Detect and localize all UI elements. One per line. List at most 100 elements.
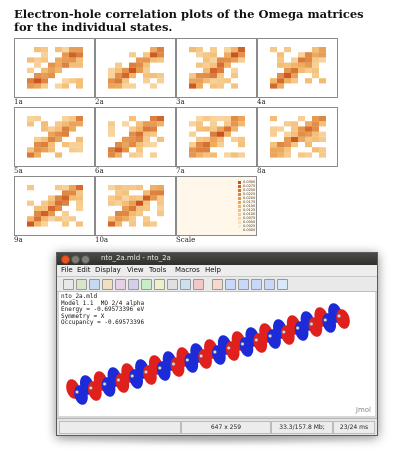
heatmap-cell: [41, 216, 48, 222]
heatmap-cell: [305, 121, 312, 127]
heatmap-cell: [189, 131, 196, 137]
menu-help[interactable]: Help: [205, 266, 221, 274]
scale-swatch: [238, 196, 241, 200]
heatmap-cell: [277, 83, 284, 89]
heatmap-cell: [150, 121, 157, 127]
heatmap-cell: [319, 136, 326, 142]
thumbnail-caption: 9a: [14, 236, 23, 244]
scale-value: 0.0200: [243, 196, 256, 200]
heatmap-cell: [150, 142, 157, 148]
thumbnail-caption: 10a: [95, 236, 109, 244]
next-frame-icon[interactable]: [251, 279, 262, 290]
heatmap-cell: [210, 83, 217, 89]
heatmap-cell: [291, 121, 298, 127]
pick-icon[interactable]: [102, 279, 113, 290]
heatmap-cell: [217, 116, 224, 122]
heatmap-cell: [210, 126, 217, 132]
heatmap-cell: [115, 83, 122, 89]
cancel-icon[interactable]: [193, 279, 204, 290]
heatmap-cell: [122, 205, 129, 211]
scale-swatch: [238, 184, 241, 188]
heatmap-cell: [62, 83, 69, 89]
heatmap-cell: [157, 47, 164, 53]
scale-swatch: [238, 204, 241, 208]
heatmap-cell: [108, 67, 115, 73]
heatmap-cell: [277, 52, 284, 58]
heatmap-cell: [62, 190, 69, 196]
prev-frame-icon[interactable]: [238, 279, 249, 290]
thumbnail-scale: 0.0300 0.0275 0.0250 0.0225 0.0200 0.0175 0.01…: [176, 176, 257, 236]
heatmap-cell: [298, 131, 305, 137]
menu-view[interactable]: View: [127, 266, 144, 274]
edit-icon[interactable]: [167, 279, 178, 290]
heatmap-cell: [27, 216, 34, 222]
select-icon[interactable]: [141, 279, 152, 290]
toolbar: [57, 277, 377, 292]
heatmap-cell: [143, 67, 150, 73]
scale-value: 0.0150: [243, 204, 256, 208]
script-icon[interactable]: [115, 279, 126, 290]
spin-icon[interactable]: [180, 279, 191, 290]
heatmap-cell: [69, 195, 76, 201]
status-memory: 33.3/157.8 Mb;: [271, 421, 333, 434]
thumbnail-3a: [176, 38, 257, 98]
heatmap-cell: [210, 142, 217, 148]
thumbnail-4a: [257, 38, 338, 98]
heatmap-cell: [108, 121, 115, 127]
heatmap-cell: [122, 190, 129, 196]
jmol-window[interactable]: nto_2a.mld - nto_2a File Edit Display Vi…: [56, 252, 378, 436]
heatmap-cell: [270, 83, 277, 89]
heatmap-cell: [157, 78, 164, 84]
thumbnail-caption: 2a: [95, 98, 104, 106]
heatmap-cell: [136, 62, 143, 68]
menu-tools[interactable]: Tools: [149, 266, 167, 274]
atom: [282, 330, 286, 334]
heatmap-cell: [210, 152, 217, 158]
heatmap-cell: [157, 57, 164, 63]
heatmap-cell: [312, 116, 319, 122]
heatmap-cell: [231, 52, 238, 58]
heatmap-cell: [224, 152, 231, 158]
save-icon[interactable]: [76, 279, 87, 290]
rotate-icon[interactable]: [89, 279, 100, 290]
heatmap-cell: [196, 142, 203, 148]
open-file-icon[interactable]: [63, 279, 74, 290]
last-frame-icon[interactable]: [264, 279, 275, 290]
scale-value: 0.0000: [243, 228, 256, 232]
home-icon[interactable]: [212, 279, 223, 290]
heatmap-cell: [150, 73, 157, 79]
heatmap-cell: [34, 57, 41, 63]
menu-file[interactable]: File: [61, 266, 73, 274]
correlation-heatmap: [189, 47, 245, 89]
molecule-viewer[interactable]: nto_2a.mld Model 1.1 MO 2/4 alpha Energy =…: [59, 292, 375, 416]
scale-value: 0.0050: [243, 220, 256, 224]
scale-legend-entry: 0.0175: [238, 200, 255, 204]
heatmap-cell: [76, 62, 83, 68]
heatmap-cell: [284, 147, 291, 153]
heatmap-cell: [69, 52, 76, 58]
maximize-window-icon[interactable]: [81, 255, 90, 264]
scale-swatch: [238, 212, 241, 216]
minimize-window-icon[interactable]: [71, 255, 80, 264]
thumbnail-8a: [257, 107, 338, 167]
heatmap-cell: [203, 142, 210, 148]
first-frame-icon[interactable]: [225, 279, 236, 290]
menu-display[interactable]: Display: [95, 266, 121, 274]
print-icon[interactable]: [128, 279, 139, 290]
vibration-icon[interactable]: [277, 279, 288, 290]
menu-edit[interactable]: Edit: [77, 266, 91, 274]
heatmap-cell: [122, 136, 129, 142]
heatmap-cell: [189, 47, 196, 53]
heatmap-cell: [115, 221, 122, 227]
heatmap-cell: [34, 211, 41, 217]
close-window-icon[interactable]: [61, 255, 70, 264]
heatmap-cell: [305, 67, 312, 73]
menu-macros[interactable]: Macros: [175, 266, 200, 274]
window-titlebar[interactable]: nto_2a.mld - nto_2a: [57, 253, 377, 265]
measure-icon[interactable]: [154, 279, 165, 290]
heatmap-cell: [143, 205, 150, 211]
scale-legend-entry: 0.0075: [238, 216, 255, 220]
heatmap-cell: [238, 57, 245, 63]
menu-bar: File Edit Display View Tools Macros Help: [57, 265, 377, 277]
heatmap-cell: [27, 121, 34, 127]
